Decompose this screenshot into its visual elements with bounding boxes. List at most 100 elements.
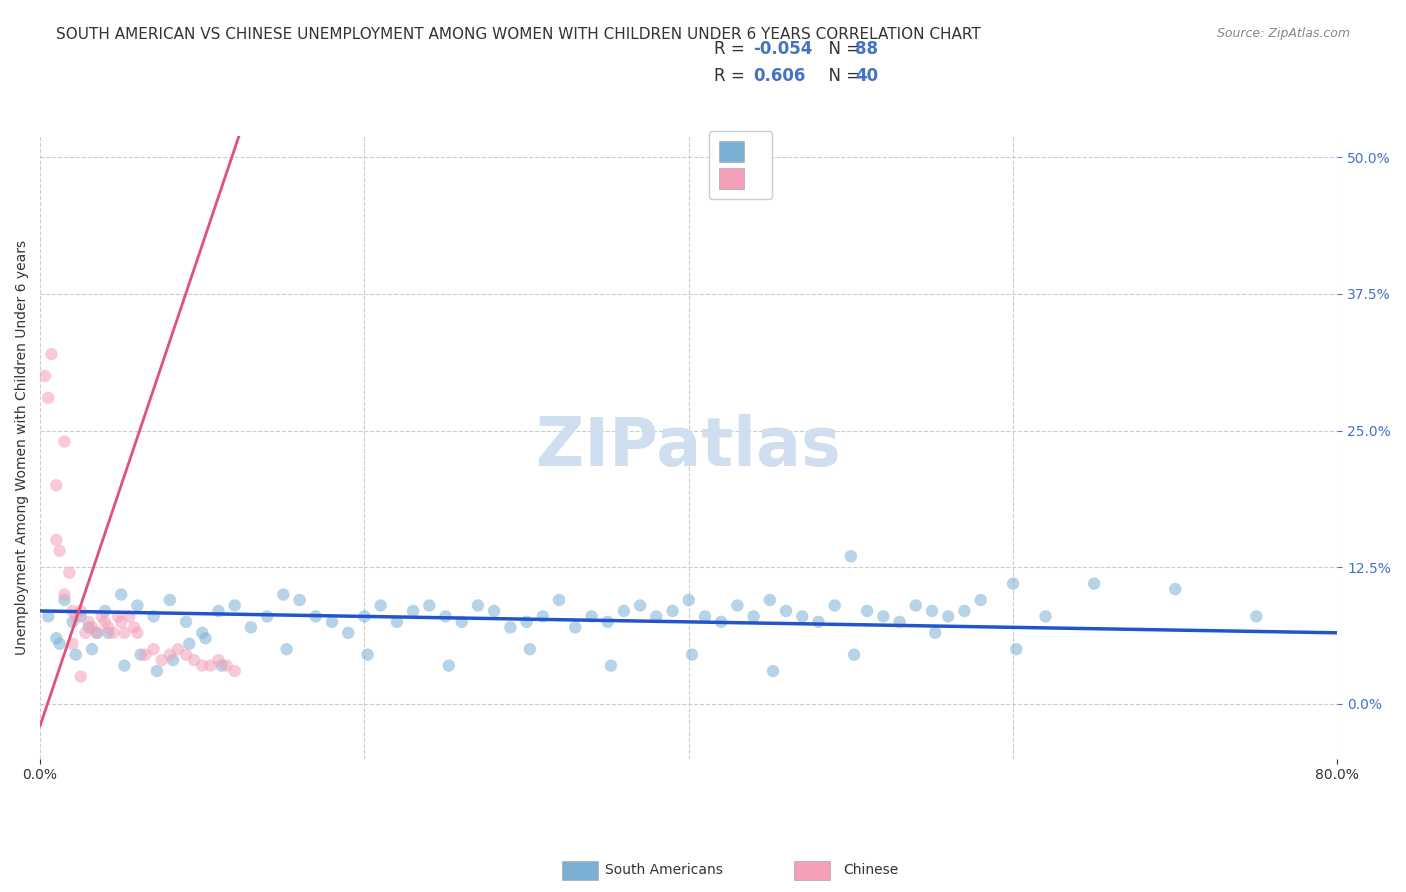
Point: [191, 658, 214, 673]
Point: [75, 625, 97, 640]
Point: [45, 632, 67, 646]
Point: [207, 653, 229, 667]
Point: [357, 648, 380, 662]
Point: [65, 648, 87, 662]
Point: [844, 648, 866, 662]
Point: [661, 604, 683, 618]
Point: [80, 642, 103, 657]
Point: [678, 593, 700, 607]
Text: N =: N =: [818, 40, 866, 58]
Point: [239, 620, 262, 634]
Text: 88: 88: [855, 40, 877, 58]
Point: [613, 604, 636, 618]
Point: [48, 544, 70, 558]
Point: [628, 599, 651, 613]
Point: [385, 615, 408, 629]
Point: [142, 642, 165, 657]
Point: [65, 609, 87, 624]
Point: [48, 637, 70, 651]
Point: [1005, 642, 1028, 657]
Point: [889, 615, 911, 629]
Point: [69, 669, 91, 683]
Point: [402, 604, 425, 618]
Point: [34, 368, 56, 383]
Point: [77, 620, 100, 634]
Text: Chinese: Chinese: [844, 863, 898, 877]
Point: [118, 609, 141, 624]
Point: [516, 615, 538, 629]
Point: [53, 434, 76, 449]
Point: [174, 615, 197, 629]
Point: [1035, 609, 1057, 624]
Point: [548, 593, 571, 607]
Point: [53, 593, 76, 607]
Point: [101, 625, 124, 640]
Point: [337, 625, 360, 640]
Point: [1002, 576, 1025, 591]
Point: [159, 648, 181, 662]
Point: [936, 609, 959, 624]
Point: [86, 625, 108, 640]
Point: [759, 593, 782, 607]
Point: [94, 615, 117, 629]
Point: [159, 593, 181, 607]
Point: [762, 664, 785, 678]
Point: [122, 620, 145, 634]
Point: [1083, 576, 1105, 591]
Point: [167, 642, 190, 657]
Y-axis label: Unemployment Among Women with Children Under 6 years: Unemployment Among Women with Children U…: [15, 239, 30, 655]
Point: [114, 625, 136, 640]
Legend:  ,  : ,: [709, 131, 772, 199]
Point: [62, 637, 84, 651]
Point: [273, 588, 295, 602]
Point: [353, 609, 375, 624]
Text: 0.606: 0.606: [754, 67, 806, 85]
Point: [370, 599, 392, 613]
Point: [969, 593, 991, 607]
Point: [519, 642, 541, 657]
Point: [179, 637, 201, 651]
Point: [41, 347, 63, 361]
Point: [150, 653, 173, 667]
Text: Source: ZipAtlas.com: Source: ZipAtlas.com: [1216, 27, 1350, 40]
Point: [872, 609, 894, 624]
Point: [418, 599, 440, 613]
Point: [97, 625, 120, 640]
Point: [45, 478, 67, 492]
Point: [45, 533, 67, 547]
Point: [256, 609, 278, 624]
Point: [110, 588, 132, 602]
Text: R =: R =: [714, 67, 755, 85]
Point: [90, 609, 112, 624]
Point: [924, 625, 946, 640]
Point: [645, 609, 668, 624]
Point: [129, 648, 152, 662]
Point: [97, 620, 120, 634]
Point: [450, 615, 472, 629]
Point: [62, 615, 84, 629]
Point: [69, 609, 91, 624]
Point: [710, 615, 733, 629]
Point: [77, 615, 100, 629]
Point: [499, 620, 522, 634]
Point: [191, 625, 214, 640]
Text: R =: R =: [714, 40, 751, 58]
Point: [1164, 582, 1187, 596]
Point: [211, 658, 233, 673]
Point: [581, 609, 603, 624]
Point: [681, 648, 703, 662]
Point: [80, 620, 103, 634]
Point: [276, 642, 298, 657]
Point: [110, 615, 132, 629]
Point: [94, 604, 117, 618]
Point: [482, 604, 505, 618]
Point: [194, 632, 217, 646]
Point: [600, 658, 623, 673]
Point: [531, 609, 554, 624]
Point: [921, 604, 943, 618]
Text: 40: 40: [855, 67, 877, 85]
Point: [321, 615, 343, 629]
Point: [437, 658, 460, 673]
Point: [596, 615, 619, 629]
Point: [37, 391, 59, 405]
